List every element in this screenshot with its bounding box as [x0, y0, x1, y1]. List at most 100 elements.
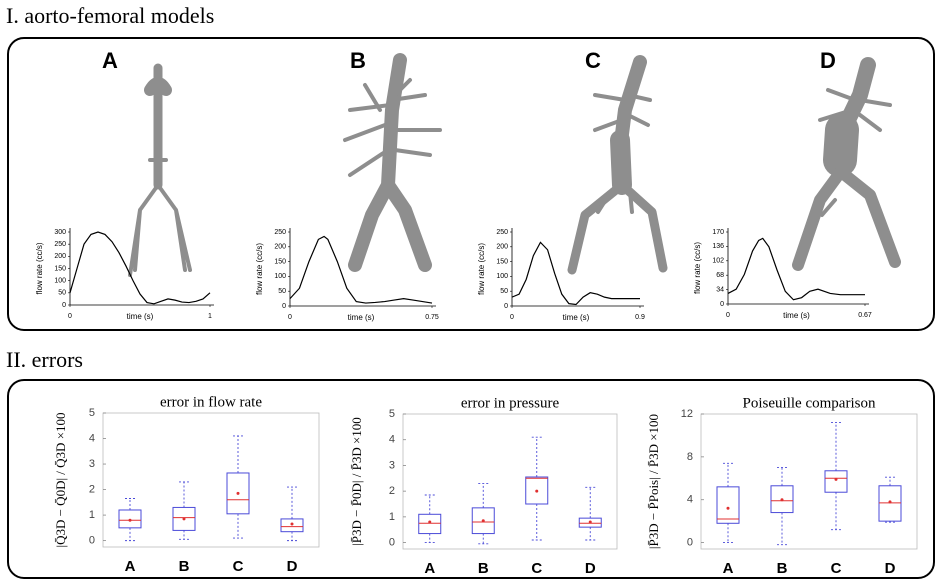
y-tick-label: 0	[504, 303, 508, 310]
mean	[888, 500, 892, 504]
chart-title: Poiseuille comparison	[743, 395, 876, 411]
box	[578, 517, 602, 528]
x-tick-label: B	[478, 560, 489, 577]
x-tick-label: A	[125, 558, 136, 575]
x-tick-label: D	[585, 560, 596, 577]
section-frame	[7, 379, 935, 579]
y-axis-label: flow rate (cc/s)	[693, 242, 702, 294]
box	[770, 485, 794, 514]
whisker	[424, 494, 435, 515]
x-tick-label: 0	[288, 314, 292, 321]
y-tick-label: 200	[274, 244, 286, 251]
whisker	[531, 504, 542, 541]
y-axis-label: flow rate (cc/s)	[255, 243, 264, 295]
y-tick-label: 150	[274, 258, 286, 265]
y-tick-label: 0	[62, 302, 66, 309]
section-title: II. errors	[6, 347, 83, 372]
whisker	[831, 492, 841, 531]
panel-label: D	[820, 48, 836, 73]
y-tick-label: 102	[712, 258, 724, 265]
flow-line	[69, 231, 211, 305]
x-tick-label: B	[777, 560, 788, 577]
box	[525, 476, 549, 505]
x-tick-label: 0	[726, 312, 730, 319]
y-axis-label: |P̄3D − P̄Pois| / P̄3D ×100	[646, 414, 661, 549]
whisker	[478, 533, 489, 545]
plot-frame	[402, 413, 618, 550]
box	[471, 507, 495, 535]
y-tick-label: 250	[274, 229, 286, 236]
plot-frame	[102, 412, 320, 548]
whisker	[179, 481, 189, 508]
whisker	[531, 436, 542, 477]
y-axis-label: flow rate (cc/s)	[477, 243, 486, 295]
chart-title: error in flow rate	[160, 394, 262, 410]
y-tick-label: 100	[274, 273, 286, 280]
x-tick-label: 0	[510, 314, 514, 321]
y-tick-label: 0	[720, 301, 724, 308]
flow-line	[727, 237, 865, 301]
mean	[236, 491, 240, 495]
panel-label: A	[102, 48, 118, 73]
y-tick-label: 34	[716, 286, 724, 293]
mean	[726, 506, 730, 510]
box	[878, 485, 902, 522]
vessel-model	[128, 63, 192, 277]
y-tick-label: 100	[54, 278, 66, 285]
y-tick-label: 150	[496, 258, 508, 265]
y-tick-label: 4	[687, 494, 693, 506]
y-tick-label: 170	[712, 229, 724, 236]
whisker	[478, 482, 489, 508]
y-tick-label: 4	[89, 432, 95, 444]
y-tick-label: 5	[89, 407, 95, 419]
flow-line	[289, 235, 433, 304]
y-tick-label: 8	[687, 451, 693, 463]
mean	[535, 489, 539, 493]
x-tick-label: A	[723, 560, 734, 577]
y-tick-label: 1	[89, 509, 95, 521]
x-axis-label: time (s)	[563, 313, 590, 322]
y-tick-label: 250	[54, 241, 66, 248]
x-tick-label: C	[233, 558, 244, 575]
mean	[290, 522, 294, 526]
y-tick-label: 250	[496, 229, 508, 236]
whisker	[125, 527, 135, 542]
mean	[780, 498, 784, 502]
x-axis-label: time (s)	[127, 312, 154, 321]
y-tick-label: 150	[54, 265, 66, 272]
box	[118, 509, 142, 529]
whisker	[777, 512, 787, 546]
x-tick-label: C	[831, 560, 842, 577]
y-tick-label: 3	[89, 458, 95, 470]
box	[280, 518, 304, 533]
x-tick-label: 0.75	[425, 314, 439, 321]
panel-label: C	[585, 48, 601, 73]
mean	[182, 517, 186, 521]
plot-frame	[700, 413, 918, 550]
axis	[69, 228, 214, 306]
box	[226, 472, 250, 515]
whisker	[233, 435, 243, 473]
x-tick-label: A	[424, 560, 435, 577]
mean	[834, 477, 838, 481]
mean	[128, 518, 132, 522]
x-tick-label: D	[287, 558, 298, 575]
whisker	[233, 513, 243, 539]
y-tick-label: 50	[58, 290, 66, 297]
section-title: I. aorto-femoral models	[6, 3, 214, 28]
vessel-model	[343, 53, 442, 272]
box	[172, 506, 196, 531]
chart-title: error in pressure	[461, 395, 560, 411]
x-axis-label: time (s)	[348, 313, 375, 322]
y-tick-label: 136	[712, 243, 724, 250]
y-tick-label: 1	[389, 511, 395, 523]
whisker	[885, 476, 895, 486]
x-tick-label: 0.9	[635, 314, 645, 321]
whisker	[723, 523, 733, 544]
y-tick-label: 5	[389, 408, 395, 420]
y-tick-label: 300	[54, 229, 66, 236]
y-tick-label: 2	[89, 483, 95, 495]
whisker	[287, 486, 297, 519]
y-tick-label: 200	[496, 244, 508, 251]
mean	[588, 520, 592, 524]
